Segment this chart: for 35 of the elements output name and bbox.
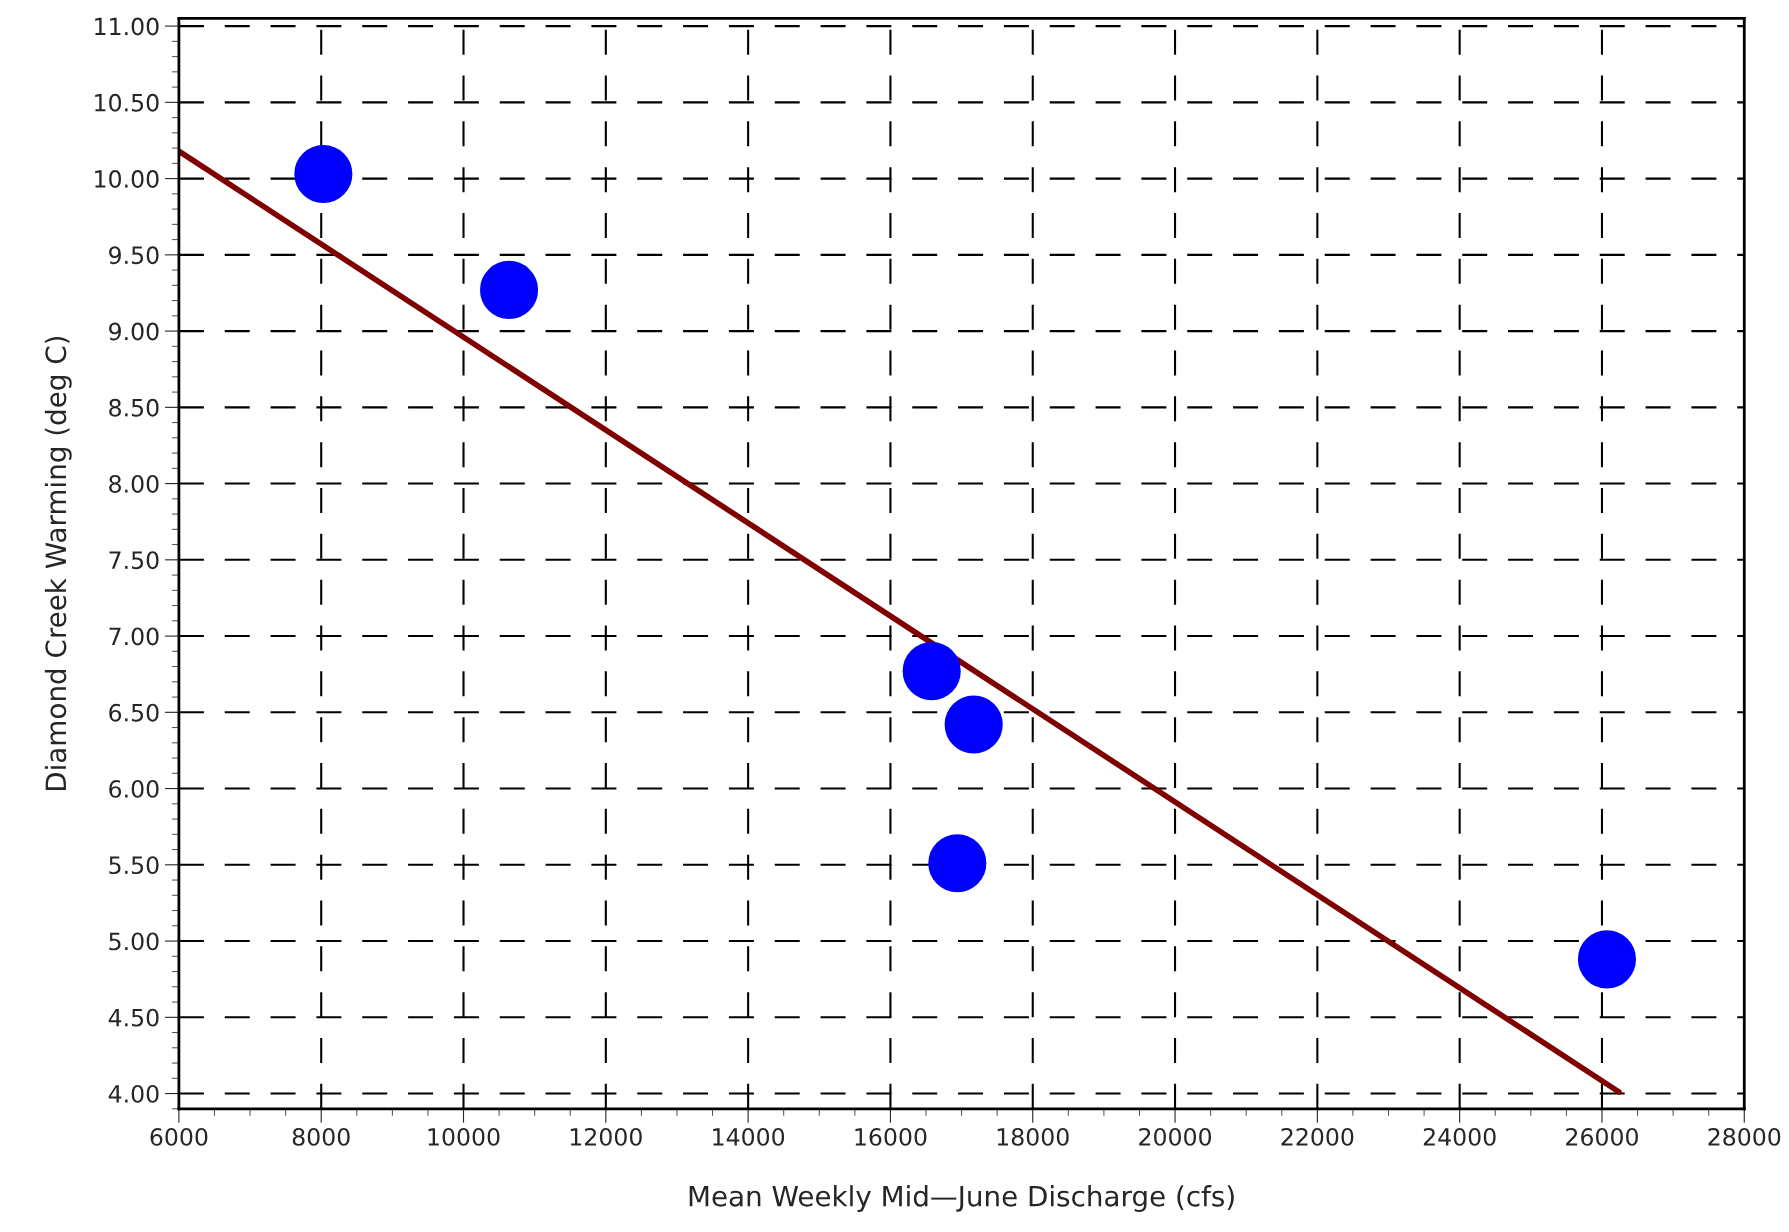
x-tick-label: 18000: [997, 1127, 1069, 1146]
x-tick-label: 20000: [1139, 1127, 1212, 1146]
x-tick-label: 22000: [1281, 1127, 1354, 1146]
y-tick-label: 10.50: [95, 93, 159, 112]
y-tick-label: 11.00: [95, 17, 159, 36]
x-tick-label: 14000: [713, 1127, 785, 1146]
x-tick-label: 8000: [292, 1127, 350, 1146]
x-axis-title: Mean Weekly Mid—June Discharge (cfs): [689, 1185, 1234, 1213]
y-tick-label: 7.00: [109, 627, 159, 646]
y-tick-label: 9.50: [109, 246, 159, 265]
point: [480, 260, 539, 319]
y-tick-label: 5.50: [109, 856, 159, 875]
point: [294, 144, 353, 204]
x-tick-label: 24000: [1423, 1127, 1496, 1146]
x-tick-label: 10000: [428, 1127, 500, 1146]
y-tick-label: 6.50: [109, 703, 159, 722]
y-tick-label: 8.50: [109, 398, 159, 417]
y-axis-title: Diamond Creek Warming (deg C): [44, 336, 72, 791]
x-tick-label: 16000: [855, 1127, 927, 1146]
y-tick-label: 7.50: [109, 551, 159, 570]
y-tick-label: 8.00: [109, 475, 159, 493]
x-tick-label: 26000: [1566, 1127, 1638, 1146]
point: [902, 642, 961, 701]
y-tick-label: 4.00: [108, 1085, 159, 1103]
y-tick-label: 6.00: [109, 780, 159, 798]
x-tick-label: 6000: [150, 1127, 208, 1146]
point: [944, 695, 1003, 754]
y-tick-label: 10.00: [95, 170, 159, 188]
point: [1577, 930, 1636, 989]
y-tick-label: 5.00: [109, 932, 159, 951]
y-tick-label: 9.00: [109, 322, 159, 341]
y-tick-label: 4.50: [108, 1008, 159, 1027]
x-tick-label: 28000: [1708, 1127, 1781, 1146]
point: [928, 834, 987, 893]
x-tick-label: 12000: [570, 1127, 642, 1146]
